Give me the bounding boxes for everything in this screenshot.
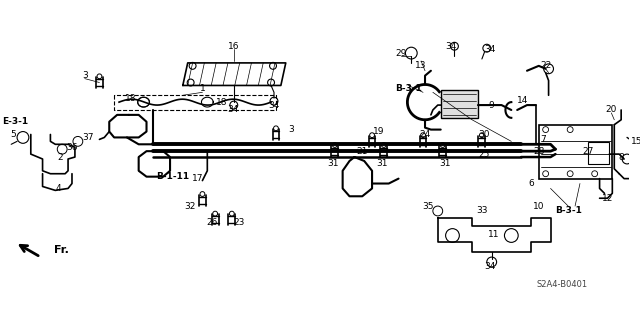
Text: 21: 21 — [356, 147, 368, 156]
Text: 4: 4 — [56, 184, 61, 193]
Text: 31: 31 — [439, 160, 451, 168]
Text: 15: 15 — [631, 137, 640, 146]
Text: B-3-1: B-3-1 — [395, 84, 422, 93]
Text: 35: 35 — [422, 202, 434, 211]
Text: 18: 18 — [216, 98, 228, 107]
Text: S2A4-B0401: S2A4-B0401 — [537, 280, 588, 289]
Text: 19: 19 — [373, 127, 385, 136]
Text: 7: 7 — [540, 135, 545, 144]
Text: 22: 22 — [540, 61, 551, 70]
Text: 12: 12 — [602, 194, 613, 203]
Text: 34: 34 — [484, 263, 495, 271]
Text: 30: 30 — [478, 130, 490, 139]
Text: 8: 8 — [618, 152, 624, 161]
Text: 33: 33 — [476, 205, 488, 214]
Text: 32: 32 — [184, 202, 195, 211]
Bar — [539, 125, 612, 179]
Text: 2: 2 — [58, 152, 63, 161]
Text: 3: 3 — [288, 125, 294, 134]
Text: 25: 25 — [478, 150, 490, 159]
Text: 14: 14 — [517, 96, 529, 105]
Text: 16: 16 — [228, 42, 239, 51]
Text: 6: 6 — [528, 179, 534, 188]
Text: 26: 26 — [207, 218, 218, 227]
Text: 3: 3 — [82, 71, 88, 80]
Text: 11: 11 — [488, 230, 499, 239]
Text: E-3-1: E-3-1 — [2, 117, 28, 126]
Text: 20: 20 — [605, 106, 617, 115]
Text: Fr.: Fr. — [54, 245, 69, 255]
Text: 27: 27 — [582, 147, 593, 156]
Text: 1: 1 — [200, 84, 205, 93]
Text: 34: 34 — [445, 42, 456, 51]
Text: 28: 28 — [533, 147, 545, 156]
Text: B-1-11: B-1-11 — [156, 172, 189, 181]
Text: 34: 34 — [484, 45, 495, 54]
Text: 13: 13 — [415, 61, 427, 70]
Text: 31: 31 — [327, 160, 339, 168]
Bar — [441, 90, 478, 118]
Text: 24: 24 — [419, 130, 431, 139]
Text: 9: 9 — [489, 100, 495, 109]
Bar — [588, 142, 609, 164]
Text: 34: 34 — [268, 100, 280, 109]
Text: 34: 34 — [227, 106, 239, 115]
Text: B-3-1: B-3-1 — [555, 205, 582, 214]
Text: 10: 10 — [533, 202, 545, 211]
Text: 31: 31 — [376, 160, 388, 168]
Text: 37: 37 — [82, 133, 93, 142]
Text: 5: 5 — [10, 130, 16, 139]
Text: 23: 23 — [233, 218, 244, 227]
Text: 18: 18 — [125, 94, 136, 103]
Text: 17: 17 — [192, 174, 204, 183]
Text: 29: 29 — [396, 48, 407, 58]
Text: 36: 36 — [66, 143, 77, 152]
